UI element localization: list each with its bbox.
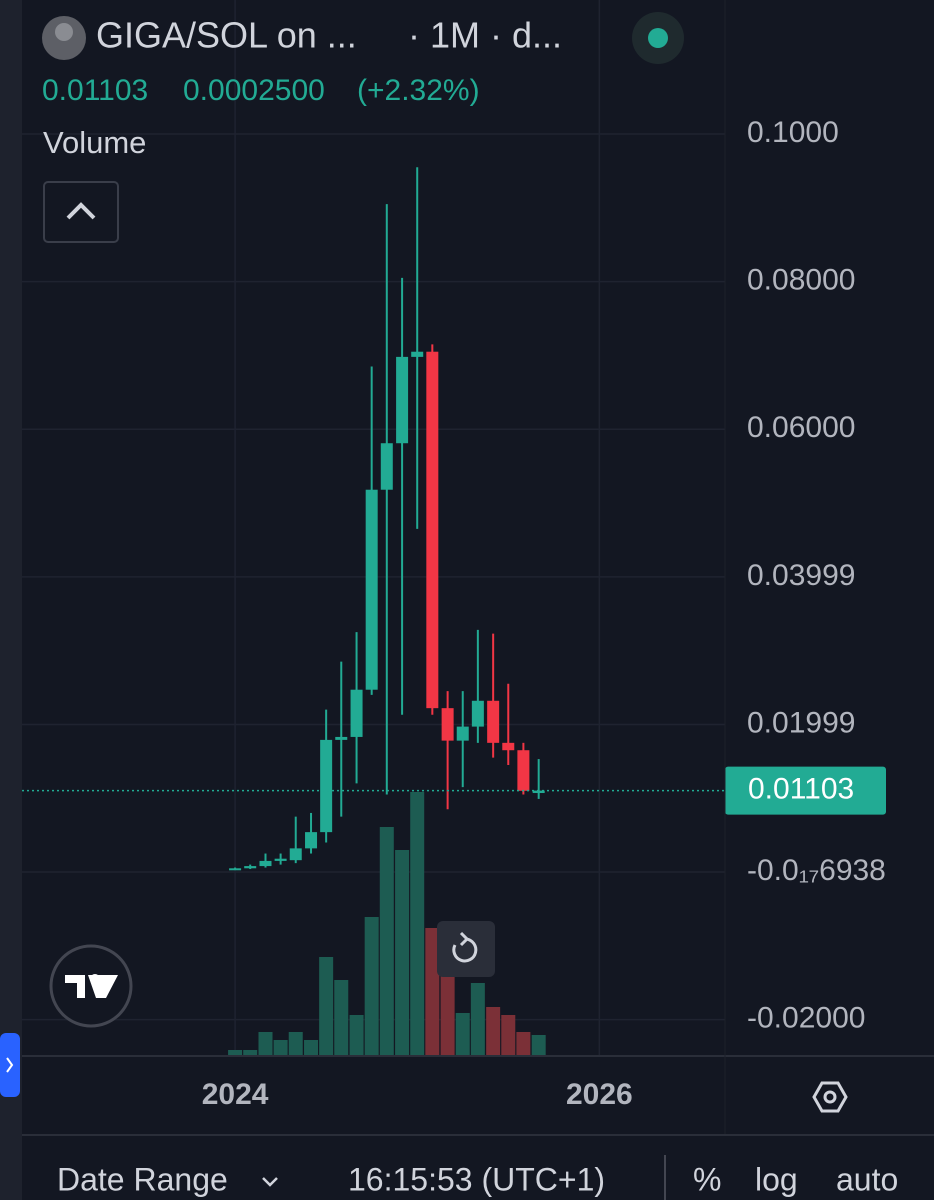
candle-body <box>471 700 484 727</box>
y-tick-label: 0.08000 <box>747 264 855 297</box>
header-change-pct: (+2.32%) <box>357 74 480 107</box>
candle-body <box>426 351 439 709</box>
candle-body <box>532 790 545 794</box>
volume-bar <box>273 1040 288 1055</box>
volume-pane <box>228 792 546 1055</box>
x-tick-label: 2024 <box>202 1078 269 1111</box>
candle-body <box>411 351 424 357</box>
volume-bar <box>364 917 379 1055</box>
side-tab-arrow <box>6 1057 14 1073</box>
logo-badge[interactable] <box>49 944 133 1028</box>
y-tick-label: 0.06000 <box>747 411 855 444</box>
volume-bar <box>470 983 485 1055</box>
candle-body <box>305 832 318 849</box>
reset-icon <box>452 937 478 963</box>
header-change: 0.0002500 <box>183 74 325 107</box>
auto-toggle[interactable]: auto <box>836 1161 898 1197</box>
candle-body <box>441 708 454 741</box>
volume-bar <box>501 1015 516 1055</box>
side-strip <box>0 0 22 1200</box>
y-tick-label: 0.03999 <box>747 559 855 592</box>
interval[interactable]: · 1M · d... <box>408 15 562 56</box>
settings-button[interactable] <box>812 1081 848 1113</box>
candle-body <box>365 489 378 690</box>
y-tick-label: -0.02000 <box>747 1001 865 1034</box>
volume-bar <box>425 928 440 1055</box>
volume-bar <box>349 1015 364 1055</box>
candle-body <box>517 750 530 791</box>
volume-bar <box>440 970 455 1055</box>
date-range-button[interactable]: Date Range <box>57 1161 228 1197</box>
candle-body <box>320 739 333 833</box>
volume-label: Volume <box>43 125 146 160</box>
volume-bar <box>379 827 394 1055</box>
volume-bar <box>243 1050 258 1055</box>
volume-bar <box>516 1032 531 1055</box>
volume-bar <box>304 1040 319 1055</box>
percent-toggle[interactable]: % <box>693 1161 721 1197</box>
candles <box>229 167 545 871</box>
volume-bar <box>410 792 425 1055</box>
volume-bar <box>228 1050 243 1055</box>
log-toggle[interactable]: log <box>755 1161 798 1197</box>
volume-bar <box>334 980 349 1055</box>
reset-button[interactable] <box>437 921 495 977</box>
candle-body <box>350 689 363 737</box>
volume-bar <box>455 1013 470 1055</box>
volume-bar <box>319 957 334 1055</box>
candle-body <box>380 443 393 490</box>
clock: 16:15:53 (UTC+1) <box>348 1161 605 1197</box>
collapse-button[interactable] <box>43 181 119 243</box>
reset-arrow <box>459 931 470 947</box>
axes: 0.1000 0.08000 0.06000 0.03999 0.01999 -0.0₁₇… <box>22 116 886 1111</box>
logo-dot <box>90 974 100 984</box>
side-tab[interactable] <box>0 1033 20 1097</box>
header-price: 0.01103 <box>42 74 148 107</box>
candle-body <box>229 868 242 871</box>
symbol-name[interactable]: GIGA/SOL on ... <box>96 15 357 56</box>
candle-body <box>274 858 287 861</box>
volume-bar <box>531 1035 546 1055</box>
date-range-chevron <box>262 1177 278 1187</box>
status-dot <box>648 28 668 48</box>
candle-body <box>487 700 500 743</box>
volume-bar <box>395 850 410 1055</box>
avatar-face <box>55 23 73 41</box>
x-tick-label: 2026 <box>566 1078 633 1111</box>
volume-bar <box>486 1007 501 1055</box>
last-price-tag <box>725 766 886 815</box>
logo <box>65 975 118 998</box>
y-tick-label: -0.0₁₇6938 <box>747 854 886 887</box>
grid <box>22 0 725 1055</box>
candle-body <box>502 742 515 751</box>
candle-body <box>289 848 302 861</box>
y-tick-label: 0.01999 <box>747 706 855 739</box>
last-price-label: 0.01103 <box>748 773 854 806</box>
candle-body <box>456 726 469 741</box>
y-tick-label: 0.1000 <box>747 116 839 149</box>
candle-body <box>396 356 409 444</box>
candle-body <box>244 866 257 869</box>
volume-bar <box>288 1032 303 1055</box>
settings-icon <box>823 1090 837 1104</box>
candle-body <box>335 736 348 740</box>
volume-bar <box>258 1032 273 1055</box>
candle-body <box>259 860 272 867</box>
collapse-icon <box>66 202 96 220</box>
